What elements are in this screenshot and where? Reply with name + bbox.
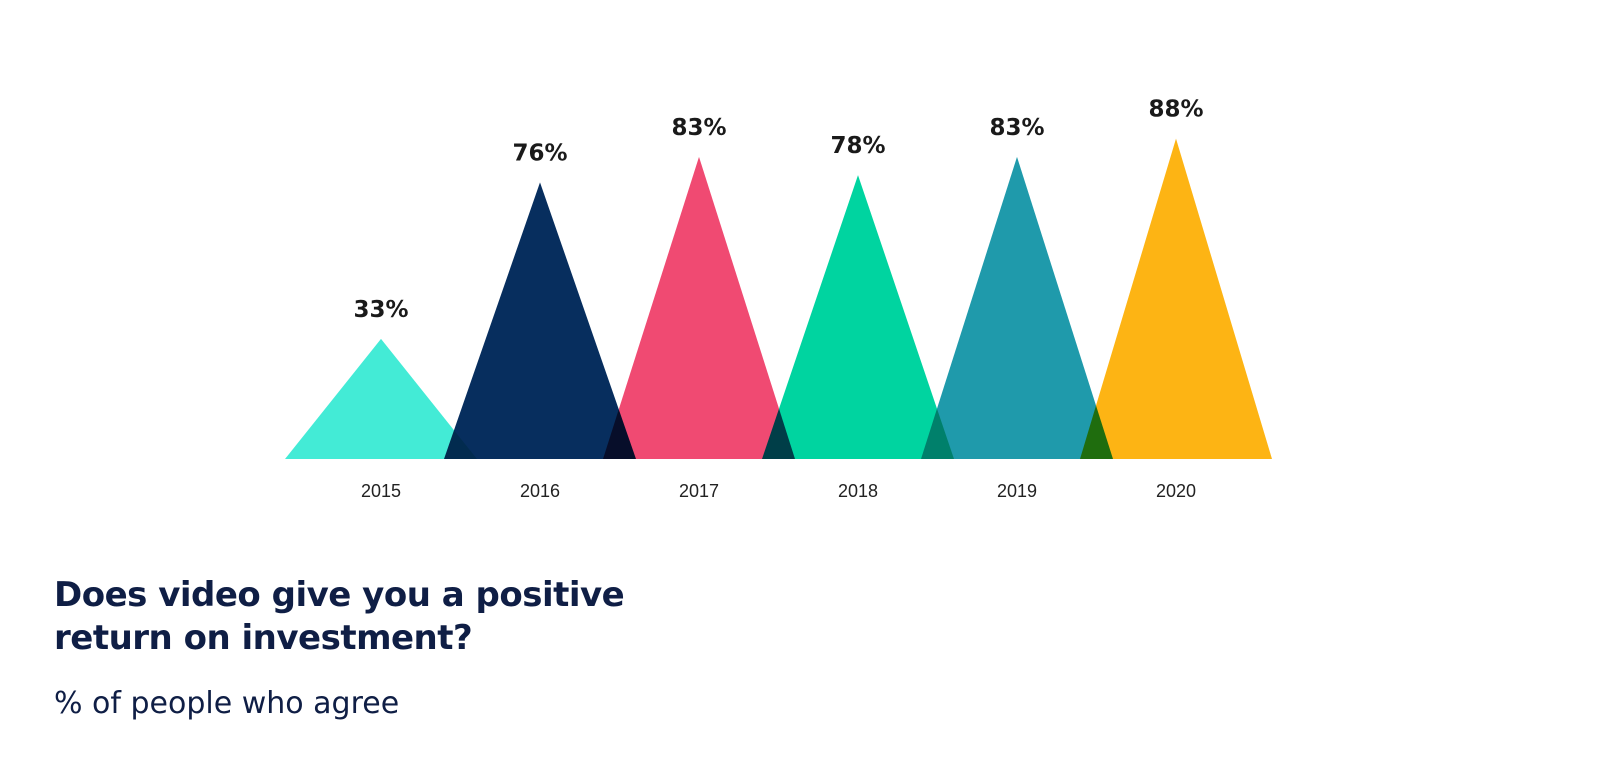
triangle-bar-2019 (921, 156, 1113, 459)
value-label: 76% (512, 140, 567, 166)
value-label: 33% (353, 297, 408, 323)
triangle-bar-2017 (603, 156, 795, 459)
triangle-bar-2018 (762, 175, 954, 459)
value-label: 83% (989, 115, 1044, 141)
value-label: 83% (671, 115, 726, 141)
value-label: 78% (830, 133, 885, 159)
chart-title: Does video give you a positive return on… (54, 575, 625, 658)
category-label: 2018 (838, 481, 878, 501)
category-label: 2020 (1156, 481, 1196, 501)
category-label: 2017 (679, 481, 719, 501)
triangle-bar-2020 (1080, 138, 1272, 459)
category-label: 2019 (997, 481, 1037, 501)
triangle-bar-2015 (285, 338, 477, 459)
category-label: 2015 (361, 481, 401, 501)
triangle-bar-2016 (444, 182, 636, 460)
category-label: 2016 (520, 481, 560, 501)
value-label: 88% (1148, 97, 1203, 123)
chart-subtitle: % of people who agree (54, 686, 400, 721)
